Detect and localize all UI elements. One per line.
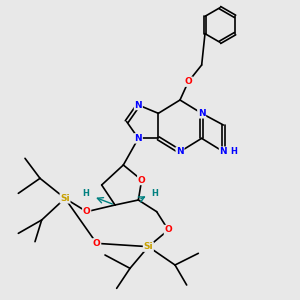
Text: N: N (134, 100, 142, 109)
Text: Si: Si (60, 194, 70, 203)
Text: O: O (138, 176, 146, 184)
Text: Si: Si (143, 242, 153, 251)
Text: N: N (134, 134, 142, 143)
Text: H: H (82, 190, 89, 199)
Text: O: O (184, 77, 192, 86)
Text: O: O (164, 226, 172, 235)
Text: H: H (152, 189, 158, 198)
Text: O: O (83, 207, 91, 216)
Text: N: N (176, 147, 184, 156)
Text: N: N (220, 147, 227, 156)
Text: H: H (231, 147, 238, 156)
Text: O: O (93, 239, 101, 248)
Text: N: N (198, 109, 206, 118)
